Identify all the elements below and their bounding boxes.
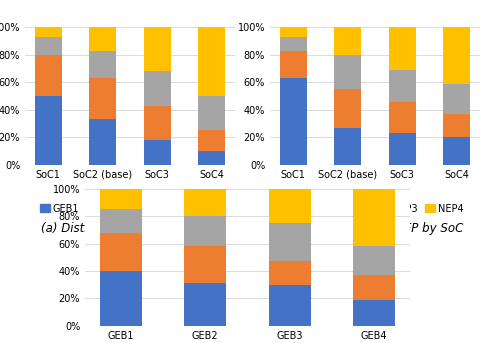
Bar [100,209,142,233]
Bar [198,96,226,130]
Bar [443,84,470,114]
Bar [388,102,416,133]
Legend: NEP1, NEP2, NEP3, NEP4: NEP1, NEP2, NEP3, NEP4 [283,200,467,217]
Bar [388,70,416,102]
Bar [184,246,226,283]
Bar [268,223,311,261]
Bar [280,78,307,165]
Bar [268,189,311,223]
Bar [334,27,361,55]
Bar [334,55,361,89]
Bar [100,271,142,326]
Bar [353,275,395,300]
Text: (a) Distribution of GEB by SoC: (a) Distribution of GEB by SoC [42,222,218,235]
Bar [34,37,62,55]
Bar [353,189,395,246]
Text: (b) Distribution of NEP by SoC: (b) Distribution of NEP by SoC [287,222,463,235]
Bar [89,51,117,78]
Bar [443,137,470,165]
Bar [334,128,361,165]
Bar [353,300,395,326]
Bar [268,285,311,326]
Bar [443,27,470,84]
Bar [100,233,142,271]
Bar [184,216,226,246]
Bar [89,119,117,165]
Bar [268,261,311,285]
Legend: GEB1, GEB2, GEB3, GEB4: GEB1, GEB2, GEB3, GEB4 [36,200,224,217]
Bar [353,246,395,275]
Bar [388,133,416,165]
Bar [198,151,226,165]
Bar [89,78,117,119]
Bar [443,114,470,137]
Bar [144,106,171,140]
Bar [89,27,117,51]
Bar [280,27,307,37]
Bar [280,51,307,78]
Bar [144,140,171,165]
Bar [184,189,226,216]
Bar [388,27,416,70]
Bar [34,55,62,96]
Bar [198,27,226,96]
Bar [34,96,62,165]
Bar [184,283,226,326]
Bar [34,27,62,37]
Bar [280,37,307,51]
Bar [144,71,171,106]
Bar [334,89,361,128]
Bar [144,27,171,71]
Bar [100,189,142,209]
Bar [198,130,226,151]
